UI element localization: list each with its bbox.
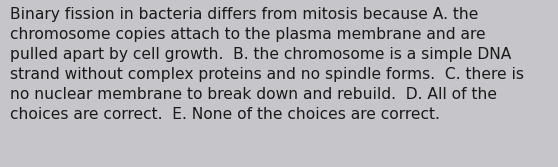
Text: Binary fission in bacteria differs from mitosis because A. the
chromosome copies: Binary fission in bacteria differs from …	[10, 7, 524, 122]
